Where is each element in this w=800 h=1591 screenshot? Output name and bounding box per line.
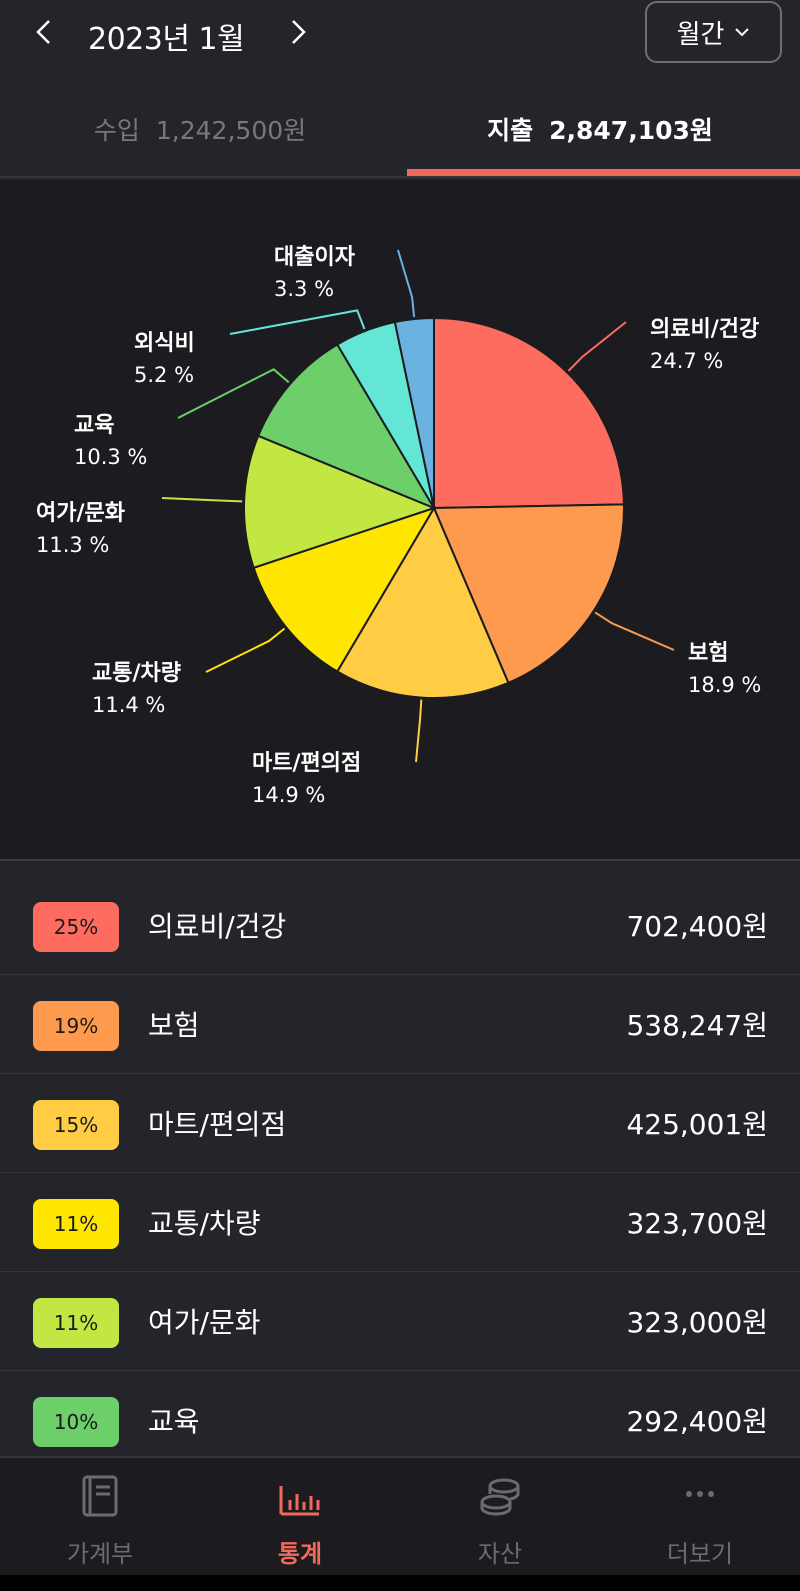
coins-icon xyxy=(480,1478,520,1516)
tab-income[interactable]: 수입 1,242,500원 xyxy=(0,86,400,172)
leader-line xyxy=(205,627,286,673)
nav-item-stats[interactable]: 통계 xyxy=(200,1458,400,1577)
nav-item-more[interactable]: 더보기 xyxy=(600,1458,800,1577)
category-name: 여가/문화 xyxy=(148,1306,261,1339)
period-label: 월간 xyxy=(676,19,725,50)
leader-line xyxy=(397,249,416,318)
leader-line xyxy=(567,321,627,372)
percent-badge: 15% xyxy=(33,1100,119,1150)
pie-chart[interactable]: 의료비/건강 24.7 % 보험 18.9 % 마트/편의점 14.9 % 교통/차량 11.… xyxy=(0,180,800,860)
percent-badge: 11% xyxy=(33,1199,119,1249)
list-item[interactable]: 15% 마트/편의점 425,001원 xyxy=(0,1075,800,1173)
slice-label: 교육 xyxy=(74,413,114,438)
chevron-down-icon xyxy=(735,28,750,37)
list-item[interactable]: 25% 의료비/건강 702,400원 xyxy=(0,877,800,975)
slice-percent: 5.2 % xyxy=(134,363,194,387)
nav-label-stats: 통계 xyxy=(277,1540,323,1568)
pie-slice[interactable] xyxy=(243,434,437,570)
pie-slice[interactable] xyxy=(432,503,625,685)
category-amount: 425,001원 xyxy=(626,1108,768,1141)
percent-badge: 10% xyxy=(33,1397,119,1447)
tab-expense-label: 지출 xyxy=(487,116,534,145)
pie-slice[interactable] xyxy=(433,316,625,510)
list-item[interactable]: 10% 교육 292,400원 xyxy=(0,1372,800,1470)
pie-slice[interactable] xyxy=(252,506,437,673)
chevron-right-icon xyxy=(292,20,306,44)
category-name: 마트/편의점 xyxy=(148,1108,287,1141)
nav-item-assets[interactable]: 자산 xyxy=(400,1458,600,1577)
leader-line xyxy=(229,309,366,335)
next-month-button[interactable] xyxy=(278,8,318,56)
tab-expense-amount: 2,847,103원 xyxy=(549,116,713,145)
tab-selected-indicator xyxy=(407,169,800,176)
nav-label-assets: 자산 xyxy=(477,1540,523,1568)
pie-slice[interactable] xyxy=(393,316,435,509)
slice-percent: 18.9 % xyxy=(688,673,761,697)
month-title: 2023년 1월 xyxy=(88,22,245,57)
slice-label: 외식비 xyxy=(134,331,195,356)
pie-chart-panel: 의료비/건강 24.7 % 보험 18.9 % 마트/편의점 14.9 % 교통/차량 11.… xyxy=(0,180,800,860)
leader-line xyxy=(415,699,423,763)
slice-percent: 10.3 % xyxy=(74,445,147,469)
category-name: 교통/차량 xyxy=(148,1207,261,1240)
category-amount: 323,000원 xyxy=(626,1306,768,1339)
more-icon xyxy=(686,1491,714,1497)
bar-chart-icon xyxy=(279,1486,320,1516)
slice-label: 마트/편의점 xyxy=(252,751,361,776)
nav-label-more: 더보기 xyxy=(666,1540,734,1568)
pie-slice[interactable] xyxy=(256,343,437,511)
nav-item-ledger[interactable]: 가계부 xyxy=(0,1458,200,1577)
slice-percent: 11.3 % xyxy=(36,533,109,557)
tab-income-amount: 1,242,500원 xyxy=(155,116,307,145)
category-amount: 292,400원 xyxy=(626,1405,768,1438)
category-name: 교육 xyxy=(148,1405,200,1438)
bottom-navigation: 가계부 통계 자산 더보기 xyxy=(0,1456,800,1577)
list-item[interactable]: 11% 교통/차량 323,700원 xyxy=(0,1174,800,1272)
slice-label: 교통/차량 xyxy=(92,661,181,686)
tab-expense[interactable]: 지출 2,847,103원 xyxy=(400,86,800,172)
slice-percent: 24.7 % xyxy=(650,349,723,373)
period-dropdown[interactable]: 월간 xyxy=(645,1,782,63)
slice-label: 의료비/건강 xyxy=(650,317,759,342)
category-name: 의료비/건강 xyxy=(148,910,287,943)
book-icon xyxy=(82,1475,118,1517)
percent-badge: 11% xyxy=(33,1298,119,1348)
tab-income-label: 수입 xyxy=(93,116,140,145)
percent-badge: 25% xyxy=(33,902,119,952)
slice-percent: 11.4 % xyxy=(92,693,165,717)
pie-slice[interactable] xyxy=(335,505,510,699)
percent-badge: 19% xyxy=(33,1001,119,1051)
slice-label: 대출이자 xyxy=(274,245,356,270)
category-amount: 702,400원 xyxy=(626,910,768,943)
category-amount: 538,247원 xyxy=(626,1009,768,1042)
system-bar xyxy=(0,1575,800,1591)
list-item[interactable]: 11% 여가/문화 323,000원 xyxy=(0,1273,800,1371)
income-expense-tabs: 수입 1,242,500원 지출 2,847,103원 xyxy=(0,86,800,178)
slice-percent: 3.3 % xyxy=(274,277,334,301)
top-bar: 2023년 1월 월간 xyxy=(0,0,800,72)
category-amount: 323,700원 xyxy=(626,1207,768,1240)
leader-line xyxy=(594,611,675,651)
slice-label: 여가/문화 xyxy=(36,501,125,526)
chart-divider xyxy=(0,859,800,861)
tab-divider xyxy=(0,176,800,178)
leader-line xyxy=(177,368,290,419)
prev-month-button[interactable] xyxy=(24,8,64,56)
nav-label-ledger: 가계부 xyxy=(66,1540,134,1568)
slice-percent: 14.9 % xyxy=(252,783,325,807)
slice-label: 보험 xyxy=(688,640,728,666)
leader-line xyxy=(161,497,243,503)
category-name: 보험 xyxy=(148,1009,200,1042)
chevron-left-icon xyxy=(36,20,50,44)
list-item[interactable]: 19% 보험 538,247원 xyxy=(0,976,800,1074)
